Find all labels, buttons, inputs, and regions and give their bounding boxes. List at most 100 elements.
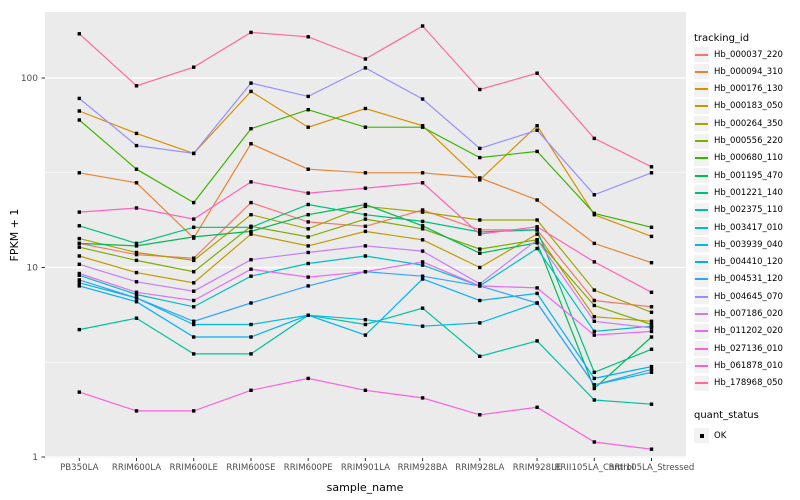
x-tick-label: PB350LA (60, 463, 98, 473)
data-point (592, 398, 596, 402)
data-point (363, 388, 368, 392)
data-point (420, 97, 425, 101)
data-point (192, 270, 196, 274)
legend-line-swatch (695, 105, 708, 108)
legend-item-Hb_178968_050: Hb_178968_050 (694, 375, 783, 392)
legend-line-swatch (695, 226, 708, 229)
data-point (535, 301, 539, 305)
data-point (306, 220, 310, 224)
legend-color-key (694, 254, 709, 270)
data-point (77, 109, 81, 113)
data-point (363, 244, 368, 248)
legend-item-Hb_000037_220: Hb_000037_220 (694, 46, 783, 63)
data-point (420, 224, 425, 228)
data-point (306, 235, 310, 239)
data-point (363, 202, 368, 207)
data-point (592, 315, 596, 319)
data-point (535, 246, 539, 251)
data-point (306, 213, 310, 217)
data-point (363, 171, 368, 175)
data-point (249, 81, 253, 85)
data-point (649, 402, 654, 406)
legend-color-key (694, 375, 709, 391)
data-point (535, 228, 539, 232)
data-point (363, 125, 368, 129)
data-point (363, 224, 368, 228)
legend-item-Hb_007186_020: Hb_007186_020 (694, 306, 783, 323)
legend-item-Hb_000556_220: Hb_000556_220 (694, 133, 783, 150)
legend-color-key (694, 289, 709, 305)
data-point (306, 125, 310, 129)
data-point (306, 250, 310, 255)
data-point (77, 236, 81, 241)
legend-item-Hb_001221_140: Hb_001221_140 (694, 184, 783, 201)
data-point (420, 277, 425, 281)
data-point (77, 241, 81, 246)
data-point (535, 238, 539, 242)
data-point (478, 298, 482, 303)
legend-item-label: Hb_027136_010 (714, 343, 783, 354)
legend-line-swatch (695, 174, 708, 177)
legend-item-label: Hb_000680_110 (714, 153, 783, 164)
x-tick-label: RRIM928LA (455, 463, 504, 473)
legend-color-key (694, 237, 709, 253)
data-point (592, 329, 596, 334)
data-point (306, 35, 310, 39)
data-point (478, 413, 482, 417)
data-point (306, 244, 310, 248)
data-point (592, 440, 596, 444)
data-point (363, 204, 368, 209)
data-point (306, 191, 310, 195)
data-point (478, 354, 482, 358)
data-point (77, 254, 81, 258)
data-point (134, 241, 139, 246)
data-point (77, 118, 81, 122)
legend-item-label: Hb_002375_110 (714, 205, 783, 216)
data-point (535, 124, 539, 128)
data-point (77, 171, 81, 175)
data-point (363, 66, 368, 70)
data-point (649, 310, 654, 314)
data-point (420, 227, 425, 231)
data-point (649, 171, 654, 175)
legend-key-ok (694, 428, 709, 443)
data-point (363, 333, 368, 337)
data-point (592, 376, 596, 381)
data-point (306, 376, 310, 381)
data-point (249, 89, 253, 94)
legend-item-label: Hb_000264_350 (714, 118, 783, 129)
data-point (77, 281, 81, 285)
data-point (249, 322, 253, 327)
legend-item-Hb_003417_010: Hb_003417_010 (694, 219, 783, 236)
y-tick-label: 100 (21, 74, 38, 84)
data-point (478, 218, 482, 222)
data-point (592, 303, 596, 308)
data-point (363, 318, 368, 322)
data-point (592, 193, 596, 197)
data-point (535, 71, 539, 75)
data-point (306, 275, 310, 279)
data-point (77, 271, 81, 276)
data-point (134, 300, 139, 304)
data-point (134, 143, 139, 148)
data-point (134, 252, 139, 257)
data-point (592, 319, 596, 323)
data-point (192, 65, 196, 69)
legend-item-label: Hb_001195_470 (714, 170, 783, 181)
data-point (649, 367, 654, 372)
legend-item-label: Hb_000176_130 (714, 84, 783, 95)
data-point (363, 322, 368, 327)
data-point (249, 225, 253, 229)
legend-item-ok: OK (694, 427, 726, 444)
data-point (478, 232, 482, 236)
x-tick-label: RRIM928LE (513, 463, 562, 473)
legend-item-Hb_001195_470: Hb_001195_470 (694, 167, 783, 184)
data-point (306, 261, 310, 266)
legend-item-label: Hb_007186_020 (714, 309, 783, 319)
data-point (249, 258, 253, 262)
data-point (478, 247, 482, 251)
data-point (535, 218, 539, 222)
legend-item-label: Hb_000037_220 (714, 49, 783, 60)
data-point (134, 292, 139, 297)
data-point (420, 210, 425, 214)
